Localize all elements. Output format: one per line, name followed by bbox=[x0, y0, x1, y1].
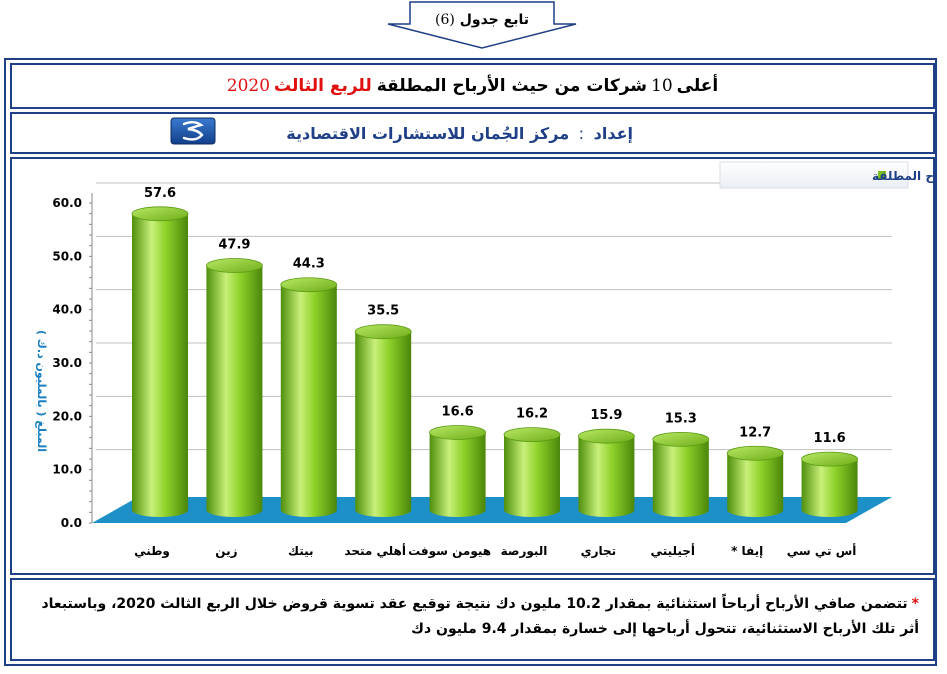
chart-panel: 0.0 10.0 20.0 30.0 40.0 50.0 60.0 57.6 وطني 47.9… bbox=[10, 157, 937, 575]
bar-cap bbox=[578, 428, 635, 444]
y-axis: 0.0 10.0 20.0 30.0 40.0 50.0 60.0 bbox=[52, 193, 93, 530]
legend: الأرباح المطلقة bbox=[719, 161, 937, 189]
y-tick-label: 50.0 bbox=[52, 249, 82, 263]
category-label: أس تي سي bbox=[787, 543, 857, 558]
page-title: أعلى 10 شركات من حيث الأرباح المطلقة للر… bbox=[10, 63, 935, 109]
bar bbox=[503, 427, 561, 517]
category-label: أجيليتي bbox=[651, 543, 696, 558]
category-label: وطني bbox=[134, 544, 170, 559]
bar-body bbox=[132, 213, 188, 518]
source-credit: إعداد : مركز الجُمان للاستشارات الاقتصاد… bbox=[286, 124, 633, 143]
category-label: البورصة bbox=[501, 544, 548, 559]
bar bbox=[354, 324, 412, 517]
data-label: 35.5 bbox=[367, 304, 399, 319]
bar-cap bbox=[354, 324, 412, 340]
data-label: 15.3 bbox=[665, 411, 697, 426]
bar-chart: 0.0 10.0 20.0 30.0 40.0 50.0 60.0 57.6 وطني 47.9… bbox=[35, 161, 937, 559]
bar-body bbox=[429, 432, 486, 517]
bar bbox=[429, 425, 487, 517]
bar-body bbox=[578, 436, 635, 517]
y-tick-label: 20.0 bbox=[52, 409, 82, 423]
bar-cap bbox=[726, 445, 784, 461]
data-label: 57.6 bbox=[144, 186, 176, 201]
bar-cap bbox=[801, 451, 858, 467]
y-tick-label: 10.0 bbox=[52, 463, 82, 477]
bar bbox=[578, 428, 635, 517]
bar-body bbox=[206, 265, 263, 517]
data-label: 12.7 bbox=[739, 425, 771, 440]
data-label: 16.2 bbox=[516, 407, 548, 422]
bar-body bbox=[280, 284, 337, 517]
bar bbox=[801, 451, 858, 517]
bar-body bbox=[727, 453, 784, 517]
bar bbox=[131, 206, 189, 518]
y-tick-label: 40.0 bbox=[52, 303, 82, 317]
category-label: تجاري bbox=[581, 544, 617, 558]
category-label: إيفا * bbox=[731, 544, 763, 558]
bar-cap bbox=[205, 258, 263, 273]
bar-body bbox=[652, 439, 709, 517]
bar bbox=[280, 277, 338, 517]
bar-cap bbox=[280, 277, 338, 293]
continuation-arrow bbox=[387, 1, 577, 49]
bar-cap bbox=[131, 206, 189, 222]
legend-swatch bbox=[878, 171, 886, 179]
category-label: بيتك bbox=[288, 544, 313, 558]
category-label: أهلي متحد bbox=[344, 543, 406, 558]
y-tick-label: 30.0 bbox=[52, 356, 82, 370]
aljuman-logo-icon bbox=[170, 117, 216, 145]
continuation-label: تابع جدول (6) bbox=[435, 12, 529, 28]
bar-body bbox=[504, 434, 560, 517]
footnote: *تتضمن صافي الأرباح أرباحاً استثنائية بم… bbox=[10, 578, 935, 661]
labels: 57.6 وطني 47.9 زين 44.3 بيتك 35.5 أهلي متحد 16.6… bbox=[134, 186, 856, 559]
category-label: زين bbox=[215, 544, 237, 558]
data-label: 16.6 bbox=[442, 404, 474, 419]
bar-body bbox=[801, 459, 858, 517]
bar-cap bbox=[503, 427, 561, 443]
data-label: 15.9 bbox=[590, 408, 622, 423]
data-label: 44.3 bbox=[293, 257, 325, 272]
data-label: 47.9 bbox=[218, 238, 250, 253]
bar bbox=[726, 445, 784, 517]
y-tick-label: 0.0 bbox=[61, 516, 82, 530]
bar bbox=[652, 431, 710, 517]
outer-frame bbox=[4, 58, 937, 666]
bar-cap bbox=[429, 425, 487, 440]
source-box: إعداد : مركز الجُمان للاستشارات الاقتصاد… bbox=[10, 112, 935, 154]
data-label: 11.6 bbox=[814, 431, 846, 446]
bar-body bbox=[355, 331, 412, 517]
legend-label: الأرباح المطلقة bbox=[872, 168, 937, 183]
bars bbox=[131, 206, 858, 518]
bar bbox=[205, 258, 263, 517]
y-axis-label: المبلغ ( بالمليون د.ك ) bbox=[35, 330, 48, 452]
bar-cap bbox=[652, 431, 710, 447]
y-tick-label: 60.0 bbox=[52, 196, 82, 210]
category-label: هيومن سوفت bbox=[408, 544, 491, 559]
